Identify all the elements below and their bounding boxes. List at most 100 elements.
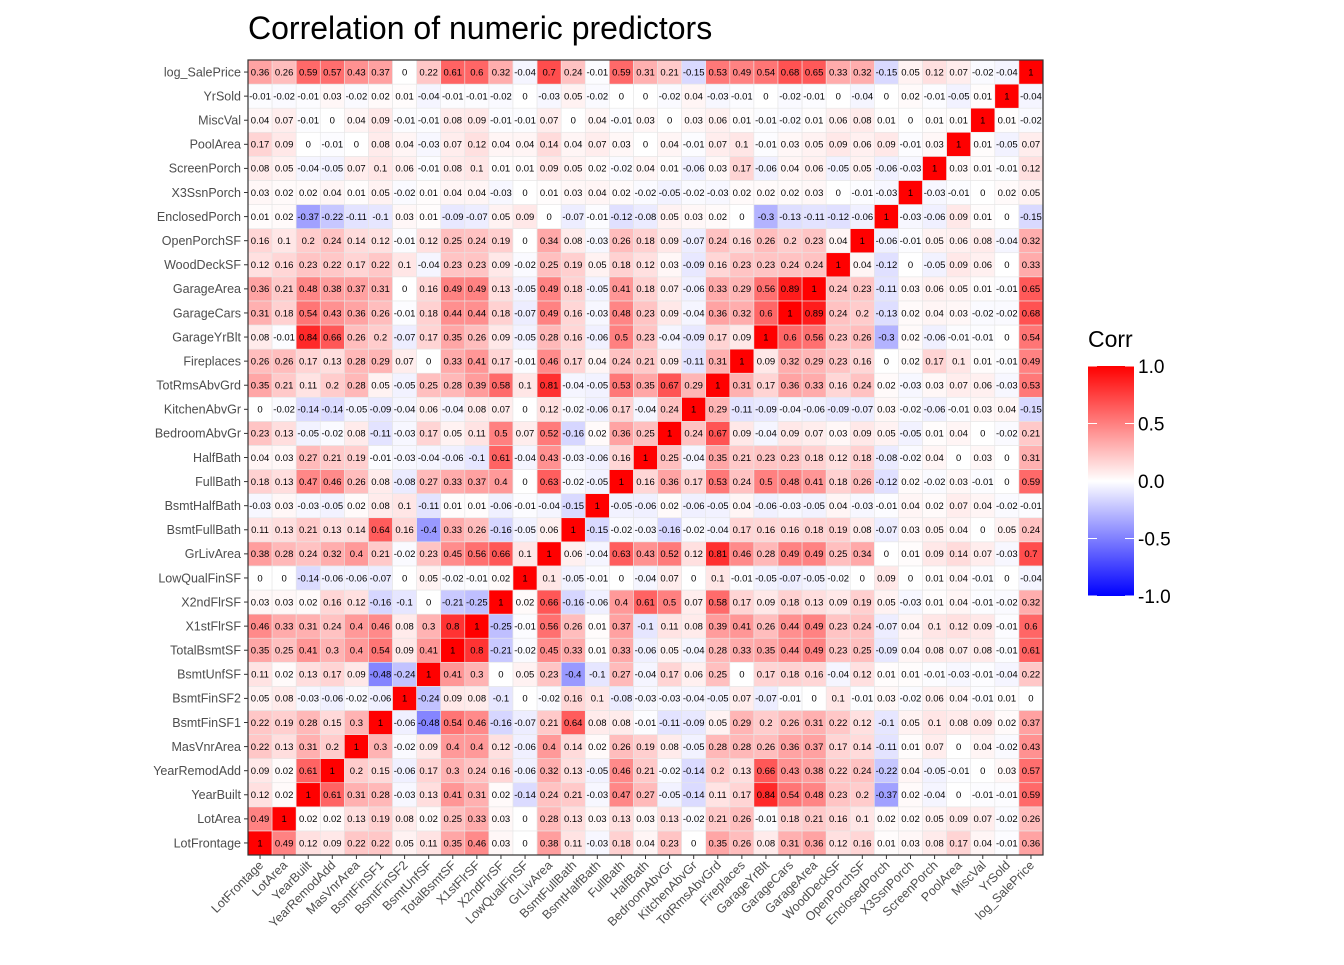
heatmap-cell-label: -0.01	[466, 573, 488, 584]
heatmap-cell	[970, 228, 996, 254]
heatmap-cell-label: 0.02	[925, 501, 944, 512]
heatmap-cell-label: 0.14	[853, 742, 872, 753]
heatmap-cell	[392, 565, 417, 591]
heatmap-cell-label: -0.02	[394, 549, 416, 560]
heatmap-cell	[681, 396, 707, 422]
y-tick-label: LotArea	[197, 812, 241, 826]
heatmap-cell	[801, 372, 827, 398]
heatmap-cell-label: -0.05	[755, 573, 777, 584]
heatmap-cell-label: -0.4	[565, 670, 581, 681]
heatmap-cell-label: 1	[450, 646, 455, 657]
heatmap-cell-label: 0.01	[444, 501, 463, 512]
heatmap-cell-label: -0.06	[755, 501, 777, 512]
heatmap-cell-label: -0.06	[370, 694, 392, 705]
heatmap-cell-label: 0.26	[612, 742, 631, 753]
heatmap-cell-label: -0.01	[731, 573, 753, 584]
heatmap-cell-label: -0.3	[878, 332, 894, 343]
heatmap-cell	[319, 517, 345, 543]
heatmap-cell-label: 1	[257, 838, 262, 849]
heatmap-cell	[295, 469, 321, 494]
heatmap-cell-label: 0.59	[612, 67, 631, 78]
heatmap-cell-label: 0.12	[347, 597, 366, 608]
heatmap-cell-label: -0.02	[683, 814, 705, 825]
heatmap-cell	[657, 156, 682, 181]
heatmap-cell	[295, 782, 321, 808]
heatmap-cell-label: 0.04	[829, 501, 848, 512]
heatmap-cell-labels: 1 0.49 0.12 0.09 0.22 0.22 0.05 0.11 0.35 0.46 0.0…	[249, 67, 1042, 849]
heatmap-cell	[584, 589, 610, 615]
heatmap-cell	[368, 734, 393, 759]
heatmap-cell	[705, 300, 731, 326]
heatmap-cell-label: 0.46	[468, 718, 487, 729]
heatmap-cell-label: 0.05	[925, 525, 944, 536]
heatmap-cell-label: -0.09	[827, 405, 849, 416]
heatmap-cell	[319, 300, 345, 326]
heatmap-cell-label: 0.01	[395, 91, 414, 102]
heatmap-cell-label: -0.04	[779, 405, 801, 416]
heatmap-cell-label: -0.01	[972, 573, 994, 584]
heatmap-cell-label: -0.05	[659, 790, 681, 801]
heatmap-cell	[368, 372, 393, 398]
heatmap-cell-label: 0	[1004, 453, 1009, 464]
heatmap-cell-label: 0.28	[275, 549, 294, 560]
heatmap-cell	[416, 565, 442, 591]
heatmap-cell	[464, 300, 490, 326]
heatmap-cell	[729, 589, 755, 615]
heatmap-cell-label: 0.2	[856, 308, 869, 319]
heatmap-cell	[777, 156, 803, 181]
heatmap-cell	[247, 637, 273, 663]
heatmap-cell	[657, 517, 682, 543]
heatmap-cell-label: 0.32	[853, 67, 872, 78]
heatmap-cell-label: 0.12	[949, 621, 968, 632]
heatmap-cell	[416, 83, 442, 109]
heatmap-cell-label: 0.08	[612, 718, 631, 729]
heatmap-cell-label: -0.04	[659, 332, 681, 343]
heatmap-cell	[560, 686, 586, 711]
heatmap-cell-label: 0.01	[588, 621, 607, 632]
heatmap-cell-label: -0.02	[273, 91, 295, 102]
legend-tick-label: 0.5	[1138, 415, 1164, 436]
heatmap-cell-label: 0.08	[444, 164, 463, 175]
heatmap-cell-label: 0.23	[299, 260, 318, 271]
heatmap-cell-label: 0.41	[444, 790, 463, 801]
heatmap-cell	[777, 396, 803, 422]
heatmap-cell-label: 0.07	[733, 694, 752, 705]
heatmap-cell	[801, 396, 827, 422]
heatmap-cell-label: 0.23	[636, 332, 655, 343]
heatmap-cell	[488, 493, 514, 519]
heatmap-cell-label: -0.03	[394, 790, 416, 801]
heatmap-cell-label: -0.02	[900, 694, 922, 705]
heatmap-cell-label: -0.04	[996, 67, 1018, 78]
heatmap-cell	[777, 107, 803, 133]
heatmap-cell-label: 0.01	[877, 670, 896, 681]
heatmap-cell	[681, 613, 707, 639]
heatmap-cell-label: 0.03	[974, 405, 993, 416]
heatmap-cell-label: 0.02	[877, 381, 896, 392]
heatmap-cell-label: -0.1	[637, 621, 653, 632]
heatmap-cell	[801, 637, 827, 663]
heatmap-cell-label: -0.02	[659, 91, 681, 102]
heatmap-cell	[464, 565, 490, 591]
heatmap-cell	[874, 830, 899, 856]
heatmap-cell-label: 0.32	[1022, 597, 1041, 608]
heatmap-cell	[898, 613, 923, 639]
heatmap-cell-label: -0.03	[586, 308, 608, 319]
heatmap-cell-label: 0.24	[564, 67, 583, 78]
heatmap-cell	[657, 613, 682, 639]
heatmap-cell-label: 0.03	[275, 453, 294, 464]
heatmap-cell	[946, 83, 972, 109]
heatmap-cell	[657, 445, 682, 470]
heatmap-cell-label: -0.02	[683, 188, 705, 199]
heatmap-cell-label: -0.13	[779, 212, 801, 223]
heatmap-cell	[753, 83, 779, 109]
heatmap-cell-label: 0.7	[543, 67, 556, 78]
heatmap-cell	[801, 421, 827, 446]
heatmap-cell	[946, 252, 972, 278]
heatmap-cell	[488, 637, 514, 663]
heatmap-cell	[922, 493, 947, 519]
heatmap-cell	[729, 131, 755, 157]
heatmap-cell-label: 1	[884, 212, 889, 223]
heatmap-cell-label: 0.64	[371, 525, 390, 536]
heatmap-cell	[512, 396, 538, 422]
heatmap-cell	[922, 396, 947, 422]
